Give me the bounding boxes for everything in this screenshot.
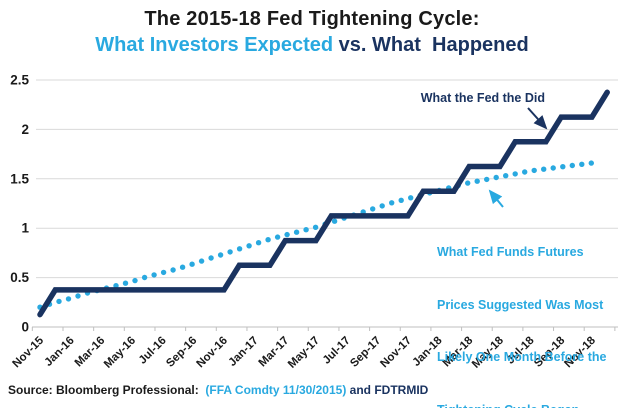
source-suffix: and FDTRMID	[346, 383, 429, 397]
x-axis-label: May-17	[286, 335, 322, 371]
x-axis	[31, 326, 618, 331]
annotation-futures: What Fed Funds Futures Prices Suggested …	[437, 209, 606, 408]
x-axis-label: May-16	[102, 335, 138, 371]
annotation-futures-line4: Tightening Cycle Began	[437, 402, 606, 408]
chart-title: The 2015-18 Fed Tightening Cycle: What I…	[0, 8, 624, 57]
x-axis-label: Sep-16	[164, 335, 199, 370]
annotation-fed-did: What the Fed the Did	[420, 91, 545, 105]
x-axis-label: Mar-17	[257, 335, 292, 370]
x-axis-label: Nov-17	[378, 335, 414, 371]
fed-annotation-arrow	[527, 107, 548, 130]
title-what-happened: vs. What Happened	[333, 34, 529, 56]
source-ticker: (FFA Comdty 11/30/2015)	[205, 383, 347, 397]
x-axis-label: Nov-16	[194, 335, 230, 371]
x-axis-label: Nov-15	[11, 334, 47, 370]
x-axis-label: Jan-17	[226, 335, 260, 369]
chart-title-line2: What Investors Expected vs. What Happene…	[0, 34, 624, 57]
x-axis-label: Jan-16	[43, 335, 77, 369]
y-axis-label: 0	[21, 320, 29, 335]
y-axis-label: 1.5	[10, 171, 29, 186]
x-axis-label: Sep-17	[348, 335, 383, 370]
y-axis-label: 0.5	[10, 270, 29, 285]
annotation-futures-line1: What Fed Funds Futures	[437, 245, 584, 259]
x-axis-label: Mar-16	[73, 335, 108, 370]
chart-title-line1: The 2015-18 Fed Tightening Cycle:	[144, 8, 480, 30]
title-investors-expected: What Investors Expected	[95, 34, 334, 56]
annotation-futures-line3: Likely One Month Before the	[437, 350, 607, 364]
source-note: Source: Bloomberg Professional: (FFA Com…	[8, 383, 428, 397]
y-axis-label: 1	[21, 221, 29, 236]
y-grid-and-labels: 0 0.5 1 1.5 2 2.5	[10, 73, 618, 335]
annotation-futures-line2: Prices Suggested Was Most	[437, 297, 604, 312]
fed-funds-line	[37, 89, 610, 318]
source-prefix: Source: Bloomberg Professional:	[8, 383, 206, 397]
y-axis-label: 2.5	[10, 73, 29, 88]
y-axis-label: 2	[21, 122, 29, 137]
futures-annotation-arrow	[488, 189, 504, 208]
